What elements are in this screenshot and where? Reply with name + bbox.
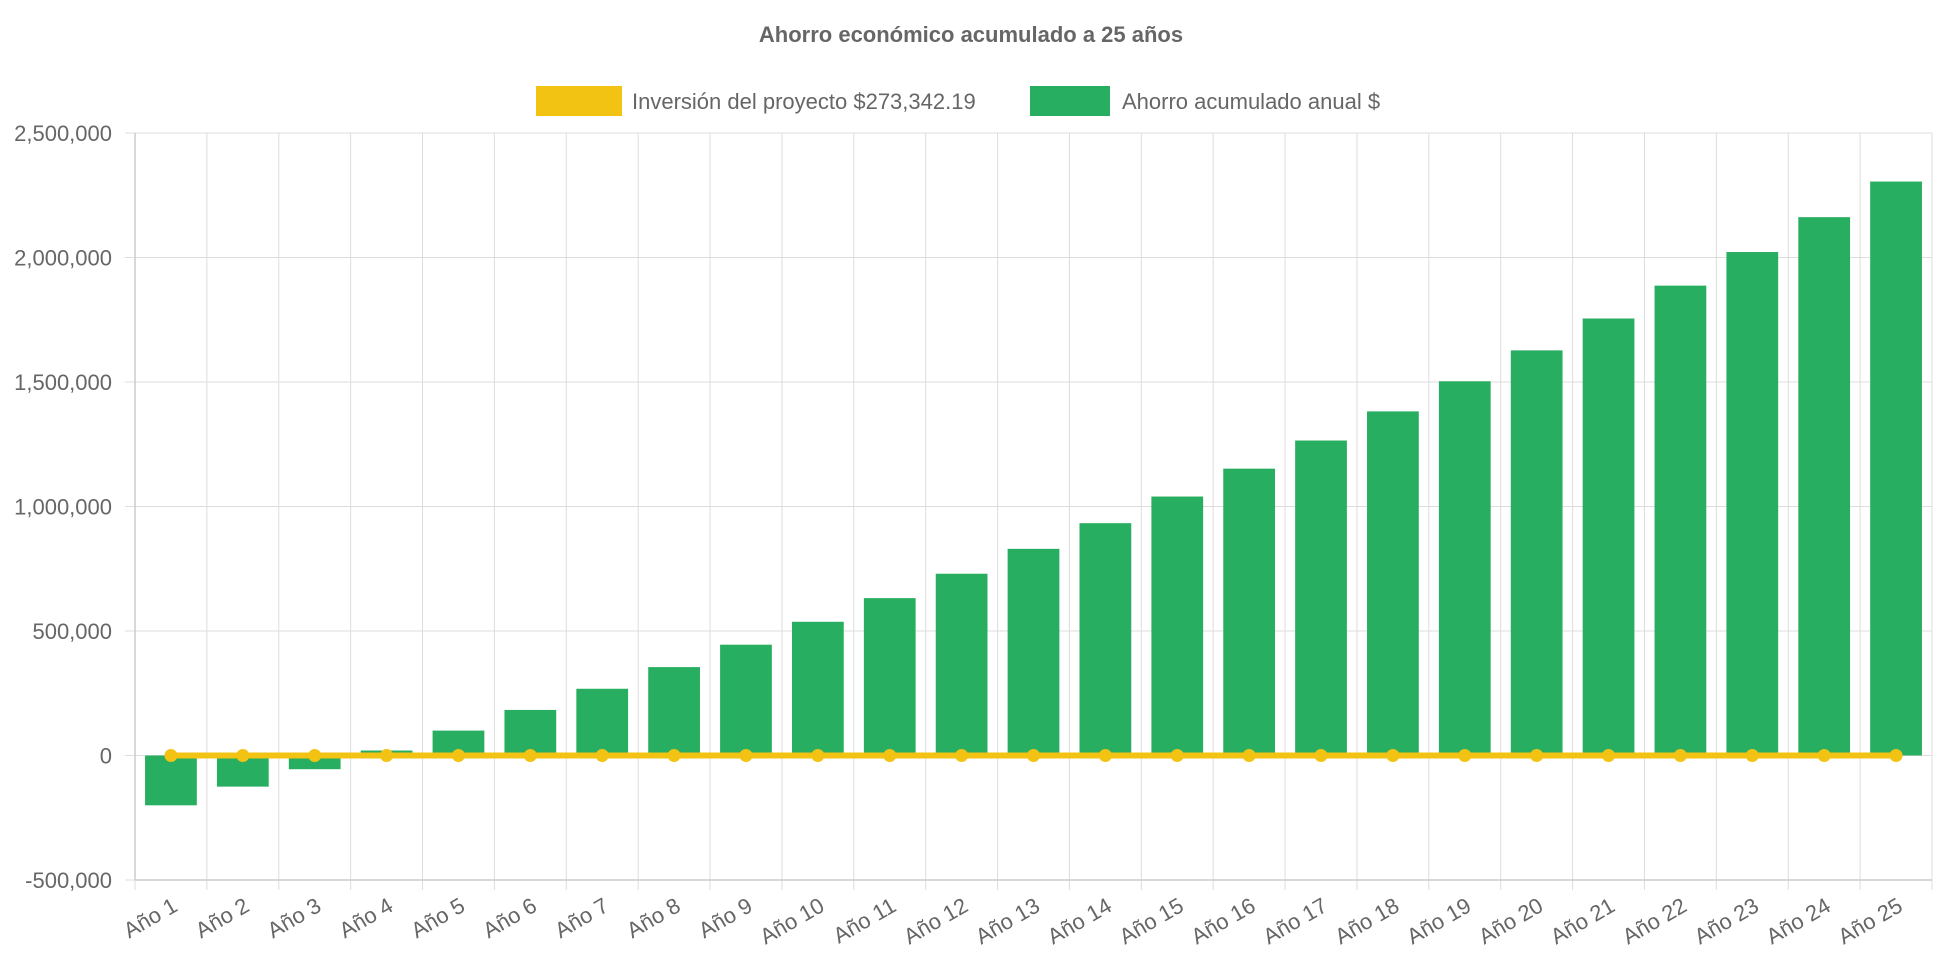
bar: [1438, 381, 1491, 756]
bar: [1079, 523, 1132, 756]
bar: [1726, 252, 1779, 756]
y-tick-label: 500,000: [32, 619, 112, 644]
investment-point: [1530, 749, 1544, 762]
x-tick-label: Año 21: [1546, 893, 1619, 950]
x-tick-label: Año 5: [407, 893, 469, 943]
x-tick-label: Año 19: [1402, 893, 1475, 950]
x-tick-label: Año 3: [263, 893, 325, 943]
investment-point: [523, 749, 537, 762]
bar: [648, 667, 700, 756]
x-tick-label: Año 1: [119, 893, 181, 943]
bar: [1798, 217, 1851, 756]
bar: [1367, 411, 1419, 756]
x-tick-label: Año 22: [1618, 893, 1691, 950]
x-tick-label: Año 15: [1115, 893, 1188, 950]
chart-title: Ahorro económico acumulado a 25 años: [759, 22, 1183, 47]
x-tick-label: Año 18: [1331, 893, 1404, 950]
x-axis: Año 1 Año 2 Año 3 Año 4 Año 5 Año 6 Año 7 Año 8…: [119, 879, 1932, 950]
investment-point: [451, 749, 465, 762]
investment-point: [1817, 749, 1831, 762]
x-tick-label: Año 13: [971, 893, 1044, 950]
bar: [1295, 440, 1347, 756]
legend-swatch-savings[interactable]: [1030, 86, 1110, 116]
investment-point: [1889, 749, 1903, 762]
bar: [863, 598, 916, 756]
investment-point: [1602, 749, 1616, 762]
x-tick-label: Año 8: [622, 893, 684, 943]
x-tick-label: Año 10: [755, 893, 828, 950]
x-tick-label: Año 6: [479, 893, 541, 943]
investment-line: [164, 749, 1903, 762]
legend-label-investment[interactable]: Inversión del proyecto $273,342.19: [632, 89, 976, 114]
bars: [145, 181, 1922, 806]
investment-point: [308, 749, 322, 762]
investment-point: [380, 749, 394, 762]
x-tick-label: Año 7: [550, 893, 612, 943]
investment-point: [1242, 749, 1256, 762]
investment-point: [1458, 749, 1472, 762]
bar: [1223, 468, 1276, 756]
bar: [1870, 181, 1922, 756]
bar: [1151, 496, 1204, 756]
y-tick-label: 2,500,000: [14, 121, 112, 146]
y-tick-label: 2,000,000: [14, 246, 112, 271]
bar: [145, 755, 197, 806]
x-tick-label: Año 9: [694, 893, 756, 943]
y-tick-label: -500,000: [25, 868, 112, 893]
bar: [1582, 318, 1635, 756]
y-axis: 2,500,000 2,000,000 1,500,000 1,000,000 500,…: [14, 121, 136, 893]
investment-point: [1170, 749, 1184, 762]
x-tick-label: Año 4: [335, 893, 397, 943]
investment-point: [236, 749, 250, 762]
legend-label-savings[interactable]: Ahorro acumulado anual $: [1122, 89, 1380, 114]
x-tick-label: Año 2: [191, 893, 253, 943]
investment-point: [883, 749, 897, 762]
x-tick-label: Año 11: [829, 893, 900, 949]
x-tick-label: Año 24: [1762, 893, 1835, 950]
x-tick-label: Año 23: [1690, 893, 1763, 950]
bar: [504, 709, 557, 756]
investment-point: [1027, 749, 1040, 762]
legend-swatch-investment[interactable]: [536, 86, 622, 116]
investment-point: [164, 749, 178, 762]
x-tick-label: Año 12: [899, 893, 972, 950]
investment-point: [667, 749, 681, 762]
investment-point: [739, 749, 753, 762]
x-tick-label: Año 25: [1834, 893, 1907, 950]
bar: [576, 688, 629, 756]
bar: [791, 621, 844, 756]
y-tick-label: 1,500,000: [14, 370, 112, 395]
y-tick-label: 0: [100, 744, 112, 769]
x-tick-label: Año 14: [1043, 893, 1116, 950]
investment-point: [1745, 749, 1759, 762]
bar: [720, 644, 772, 756]
investment-point: [1098, 749, 1112, 762]
bar: [288, 755, 341, 770]
bar: [1654, 285, 1707, 756]
bar: [1510, 350, 1563, 756]
bar: [1007, 548, 1060, 756]
investment-point: [955, 749, 969, 762]
investment-point: [1673, 749, 1687, 762]
investment-point: [1314, 749, 1328, 762]
x-tick-label: Año 17: [1259, 893, 1332, 950]
bar: [935, 573, 988, 756]
x-tick-label: Año 20: [1474, 893, 1547, 950]
y-tick-label: 1,000,000: [14, 495, 112, 520]
legend: Inversión del proyecto $273,342.19 Ahorr…: [536, 86, 1380, 116]
x-tick-label: Año 16: [1187, 893, 1260, 950]
investment-point: [811, 749, 825, 762]
investment-point: [595, 749, 609, 762]
investment-point: [1386, 749, 1400, 762]
